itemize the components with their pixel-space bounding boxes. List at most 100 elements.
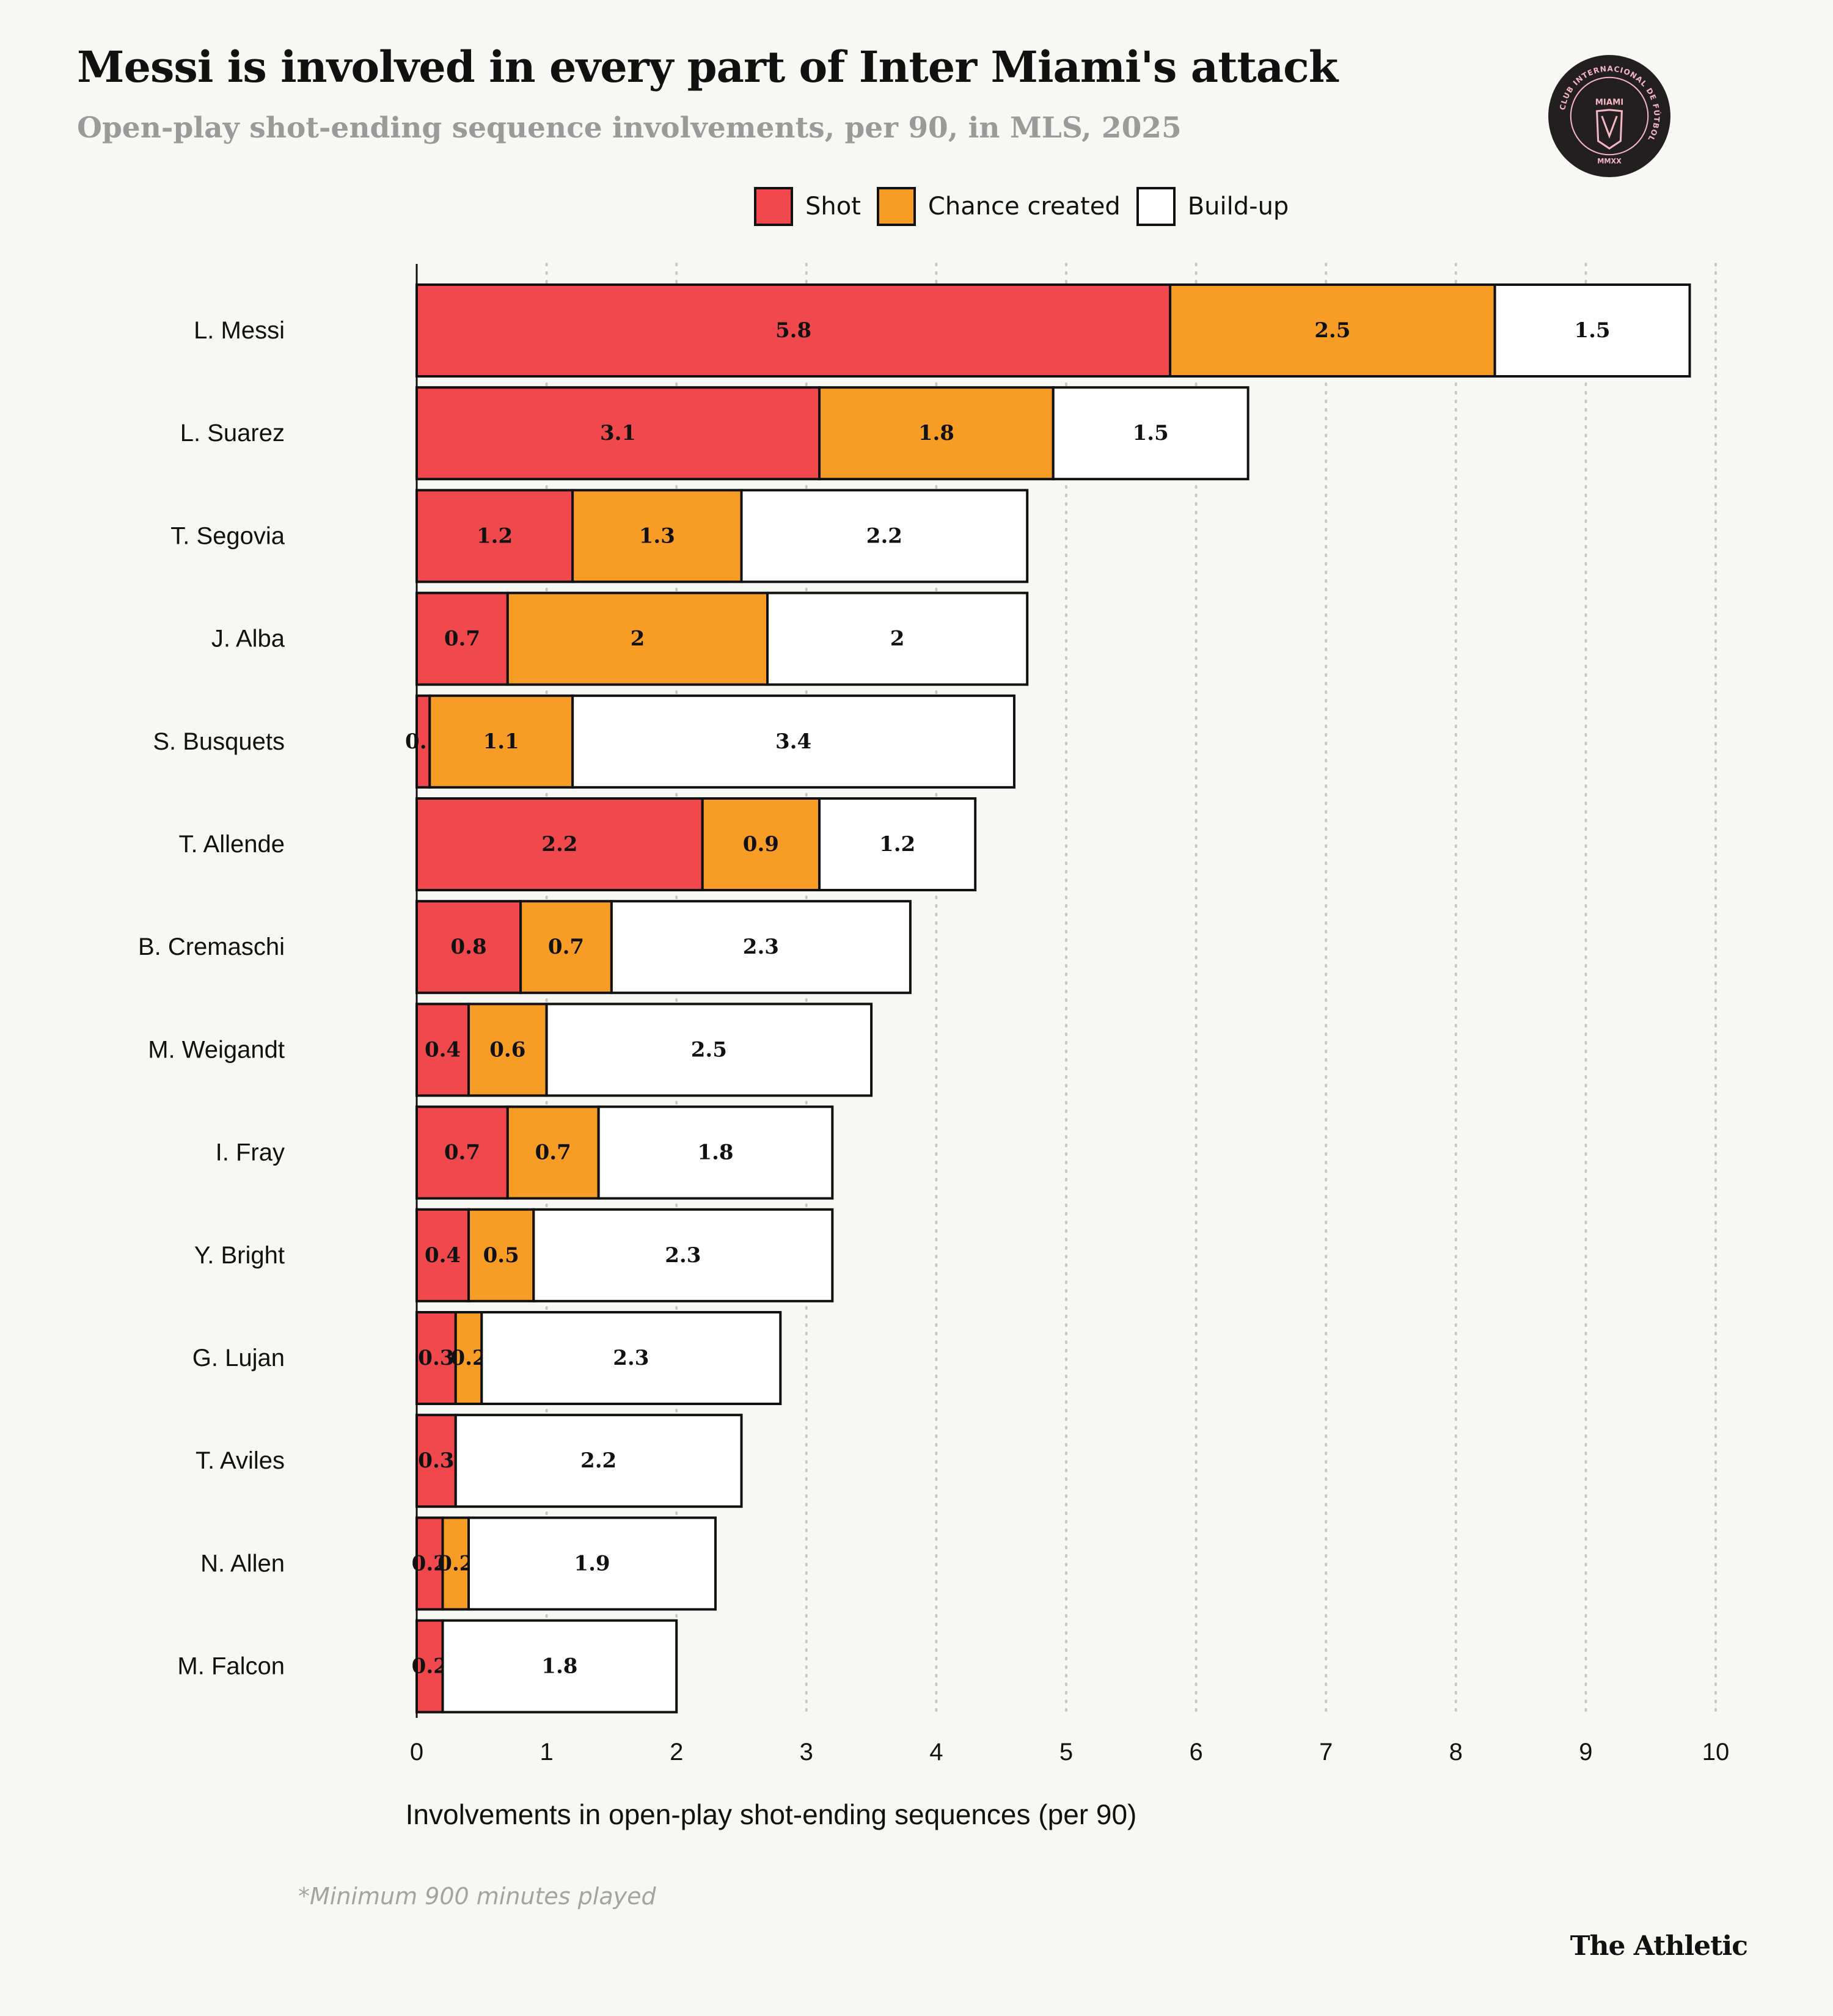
bar-t-allende-chance-created — [701, 797, 821, 891]
x-tick-label-6: 6 — [1189, 1739, 1202, 1766]
data-label-b-cremaschi-shot: 0.8 — [450, 935, 486, 959]
data-label-t-segovia-chance-created: 1.3 — [639, 524, 675, 548]
data-label-j-alba-build-up: 2 — [890, 627, 905, 651]
data-label-i-fray-build-up: 1.8 — [697, 1141, 733, 1165]
row-label-t-allende: T. Allende — [179, 831, 285, 858]
row-label-y-bright: Y. Bright — [194, 1242, 285, 1269]
bar-l-suarez-shot — [415, 386, 821, 481]
legend-label-build-up: Build-up — [1187, 192, 1289, 221]
bar-s-busquets-chance-created — [428, 694, 574, 789]
row-label-j-alba: J. Alba — [211, 626, 285, 652]
bar-t-segovia-build-up — [740, 489, 1029, 583]
bar-l-messi-shot — [415, 283, 1172, 378]
data-label-t-allende-shot: 2.2 — [541, 832, 577, 856]
bar-l-suarez-build-up — [1052, 386, 1249, 481]
bar-b-cremaschi-chance-created — [519, 900, 613, 995]
row-label-t-aviles: T. Aviles — [196, 1447, 285, 1474]
data-label-l-messi-chance-created: 2.5 — [1314, 318, 1350, 343]
bar-n-allen-chance-created — [441, 1516, 470, 1611]
data-label-t-allende-build-up: 1.2 — [879, 832, 915, 856]
bar-m-falcon-shot — [415, 1619, 444, 1714]
bar-i-fray-shot — [415, 1105, 509, 1200]
row-label-l-messi: L. Messi — [194, 317, 285, 344]
chart-title: Messi is involved in every part of Inter… — [77, 42, 1338, 92]
x-tick-label-4: 4 — [929, 1739, 943, 1766]
logo-name: MIAMI — [1595, 98, 1624, 108]
bar-j-alba-shot — [415, 591, 509, 686]
bar-t-aviles-shot — [415, 1414, 457, 1508]
data-label-l-suarez-chance-created: 1.8 — [918, 421, 954, 445]
bar-i-fray-chance-created — [506, 1105, 600, 1200]
x-tick-label-0: 0 — [410, 1739, 423, 1766]
data-label-t-segovia-build-up: 2.2 — [866, 524, 902, 548]
legend-swatch-shot — [754, 187, 793, 226]
row-label-m-falcon: M. Falcon — [177, 1653, 285, 1680]
data-label-m-weigandt-chance-created: 0.6 — [489, 1037, 525, 1062]
x-axis-title: Involvements in open-play shot-ending se… — [406, 1799, 1137, 1830]
data-label-n-allen-build-up: 1.9 — [574, 1551, 610, 1576]
x-tick-label-8: 8 — [1449, 1739, 1463, 1766]
row-label-n-allen: N. Allen — [200, 1550, 285, 1577]
data-label-l-messi-shot: 5.8 — [775, 318, 811, 343]
x-tick-label-7: 7 — [1319, 1739, 1333, 1766]
x-tick-label-2: 2 — [670, 1739, 683, 1766]
bar-n-allen-build-up — [467, 1516, 717, 1611]
bar-j-alba-chance-created — [506, 591, 769, 686]
data-label-j-alba-shot: 0.7 — [444, 627, 480, 651]
row-label-l-suarez: L. Suarez — [180, 420, 285, 447]
data-label-l-suarez-build-up: 1.5 — [1133, 421, 1169, 445]
bar-l-messi-build-up — [1493, 283, 1691, 378]
legend-label-chance-created: Chance created — [927, 192, 1121, 221]
bar-t-segovia-shot — [415, 489, 574, 583]
data-label-l-messi-build-up: 1.5 — [1574, 318, 1610, 343]
legend-item-build-up: Build-up — [1136, 187, 1289, 226]
bar-s-busquets-build-up — [571, 694, 1015, 789]
legend-label-shot: Shot — [805, 192, 861, 221]
data-label-y-bright-chance-created: 0.5 — [483, 1243, 519, 1268]
inter-miami-crest-icon: CLUB INTERNACIONAL DE FÚTBOL MIAMI MMXX — [1548, 55, 1670, 177]
bar-g-lujan-build-up — [480, 1311, 782, 1405]
bar-j-alba-build-up — [766, 591, 1029, 686]
bar-m-falcon-build-up — [441, 1619, 678, 1714]
brand-logo-text: The Athletic — [1570, 1930, 1748, 1962]
bar-m-weigandt-build-up — [545, 1003, 873, 1097]
logo-year: MMXX — [1597, 158, 1622, 166]
row-label-m-weigandt: M. Weigandt — [148, 1036, 285, 1063]
footnote: *Minimum 900 minutes played — [298, 1883, 656, 1910]
x-tick-label-9: 9 — [1579, 1739, 1592, 1766]
row-label-g-lujan: G. Lujan — [192, 1345, 285, 1371]
bar-t-allende-build-up — [818, 797, 977, 891]
data-label-m-weigandt-build-up: 2.5 — [691, 1037, 727, 1062]
x-tick-label-10: 10 — [1702, 1739, 1730, 1766]
data-label-y-bright-build-up: 2.3 — [665, 1243, 701, 1268]
bar-b-cremaschi-shot — [415, 900, 522, 995]
data-label-b-cremaschi-chance-created: 0.7 — [548, 935, 584, 959]
bar-y-bright-build-up — [532, 1208, 834, 1302]
data-label-t-aviles-build-up: 2.2 — [580, 1448, 616, 1473]
x-tick-label-1: 1 — [540, 1739, 553, 1766]
data-label-t-aviles-shot: 0.3 — [418, 1448, 454, 1473]
data-label-b-cremaschi-build-up: 2.3 — [743, 935, 779, 959]
bar-i-fray-build-up — [597, 1105, 834, 1200]
legend-swatch-build-up — [1136, 187, 1176, 226]
row-label-s-busquets: S. Busquets — [153, 728, 285, 755]
data-label-s-busquets-build-up: 3.4 — [775, 729, 811, 754]
data-label-y-bright-shot: 0.4 — [425, 1243, 461, 1268]
legend-swatch-chance-created — [876, 187, 916, 226]
data-label-j-alba-chance-created: 2 — [631, 627, 645, 651]
data-label-g-lujan-shot: 0.3 — [418, 1346, 454, 1370]
bar-b-cremaschi-build-up — [610, 900, 912, 995]
legend: Shot Chance created Build-up — [754, 184, 1289, 228]
legend-item-shot: Shot — [754, 187, 861, 226]
bar-l-suarez-chance-created — [818, 386, 1055, 481]
data-label-m-falcon-build-up: 1.8 — [541, 1654, 577, 1679]
data-label-i-fray-chance-created: 0.7 — [535, 1141, 571, 1165]
bar-t-aviles-build-up — [454, 1414, 743, 1508]
row-label-i-fray: I. Fray — [216, 1139, 285, 1166]
x-tick-label-3: 3 — [800, 1739, 813, 1766]
legend-item-chance-created: Chance created — [876, 187, 1121, 226]
data-label-l-suarez-shot: 3.1 — [600, 421, 636, 445]
data-label-m-weigandt-shot: 0.4 — [425, 1037, 461, 1062]
row-label-b-cremaschi: B. Cremaschi — [138, 933, 285, 960]
